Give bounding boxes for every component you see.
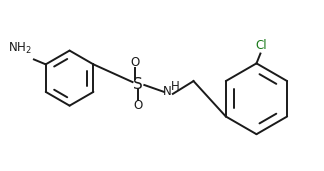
Text: N: N <box>163 85 171 98</box>
Text: H: H <box>170 81 179 94</box>
Text: S: S <box>133 77 142 91</box>
Text: O: O <box>131 56 140 69</box>
Text: NH$_2$: NH$_2$ <box>8 41 32 56</box>
Text: Cl: Cl <box>256 39 267 52</box>
Text: O: O <box>134 99 143 112</box>
